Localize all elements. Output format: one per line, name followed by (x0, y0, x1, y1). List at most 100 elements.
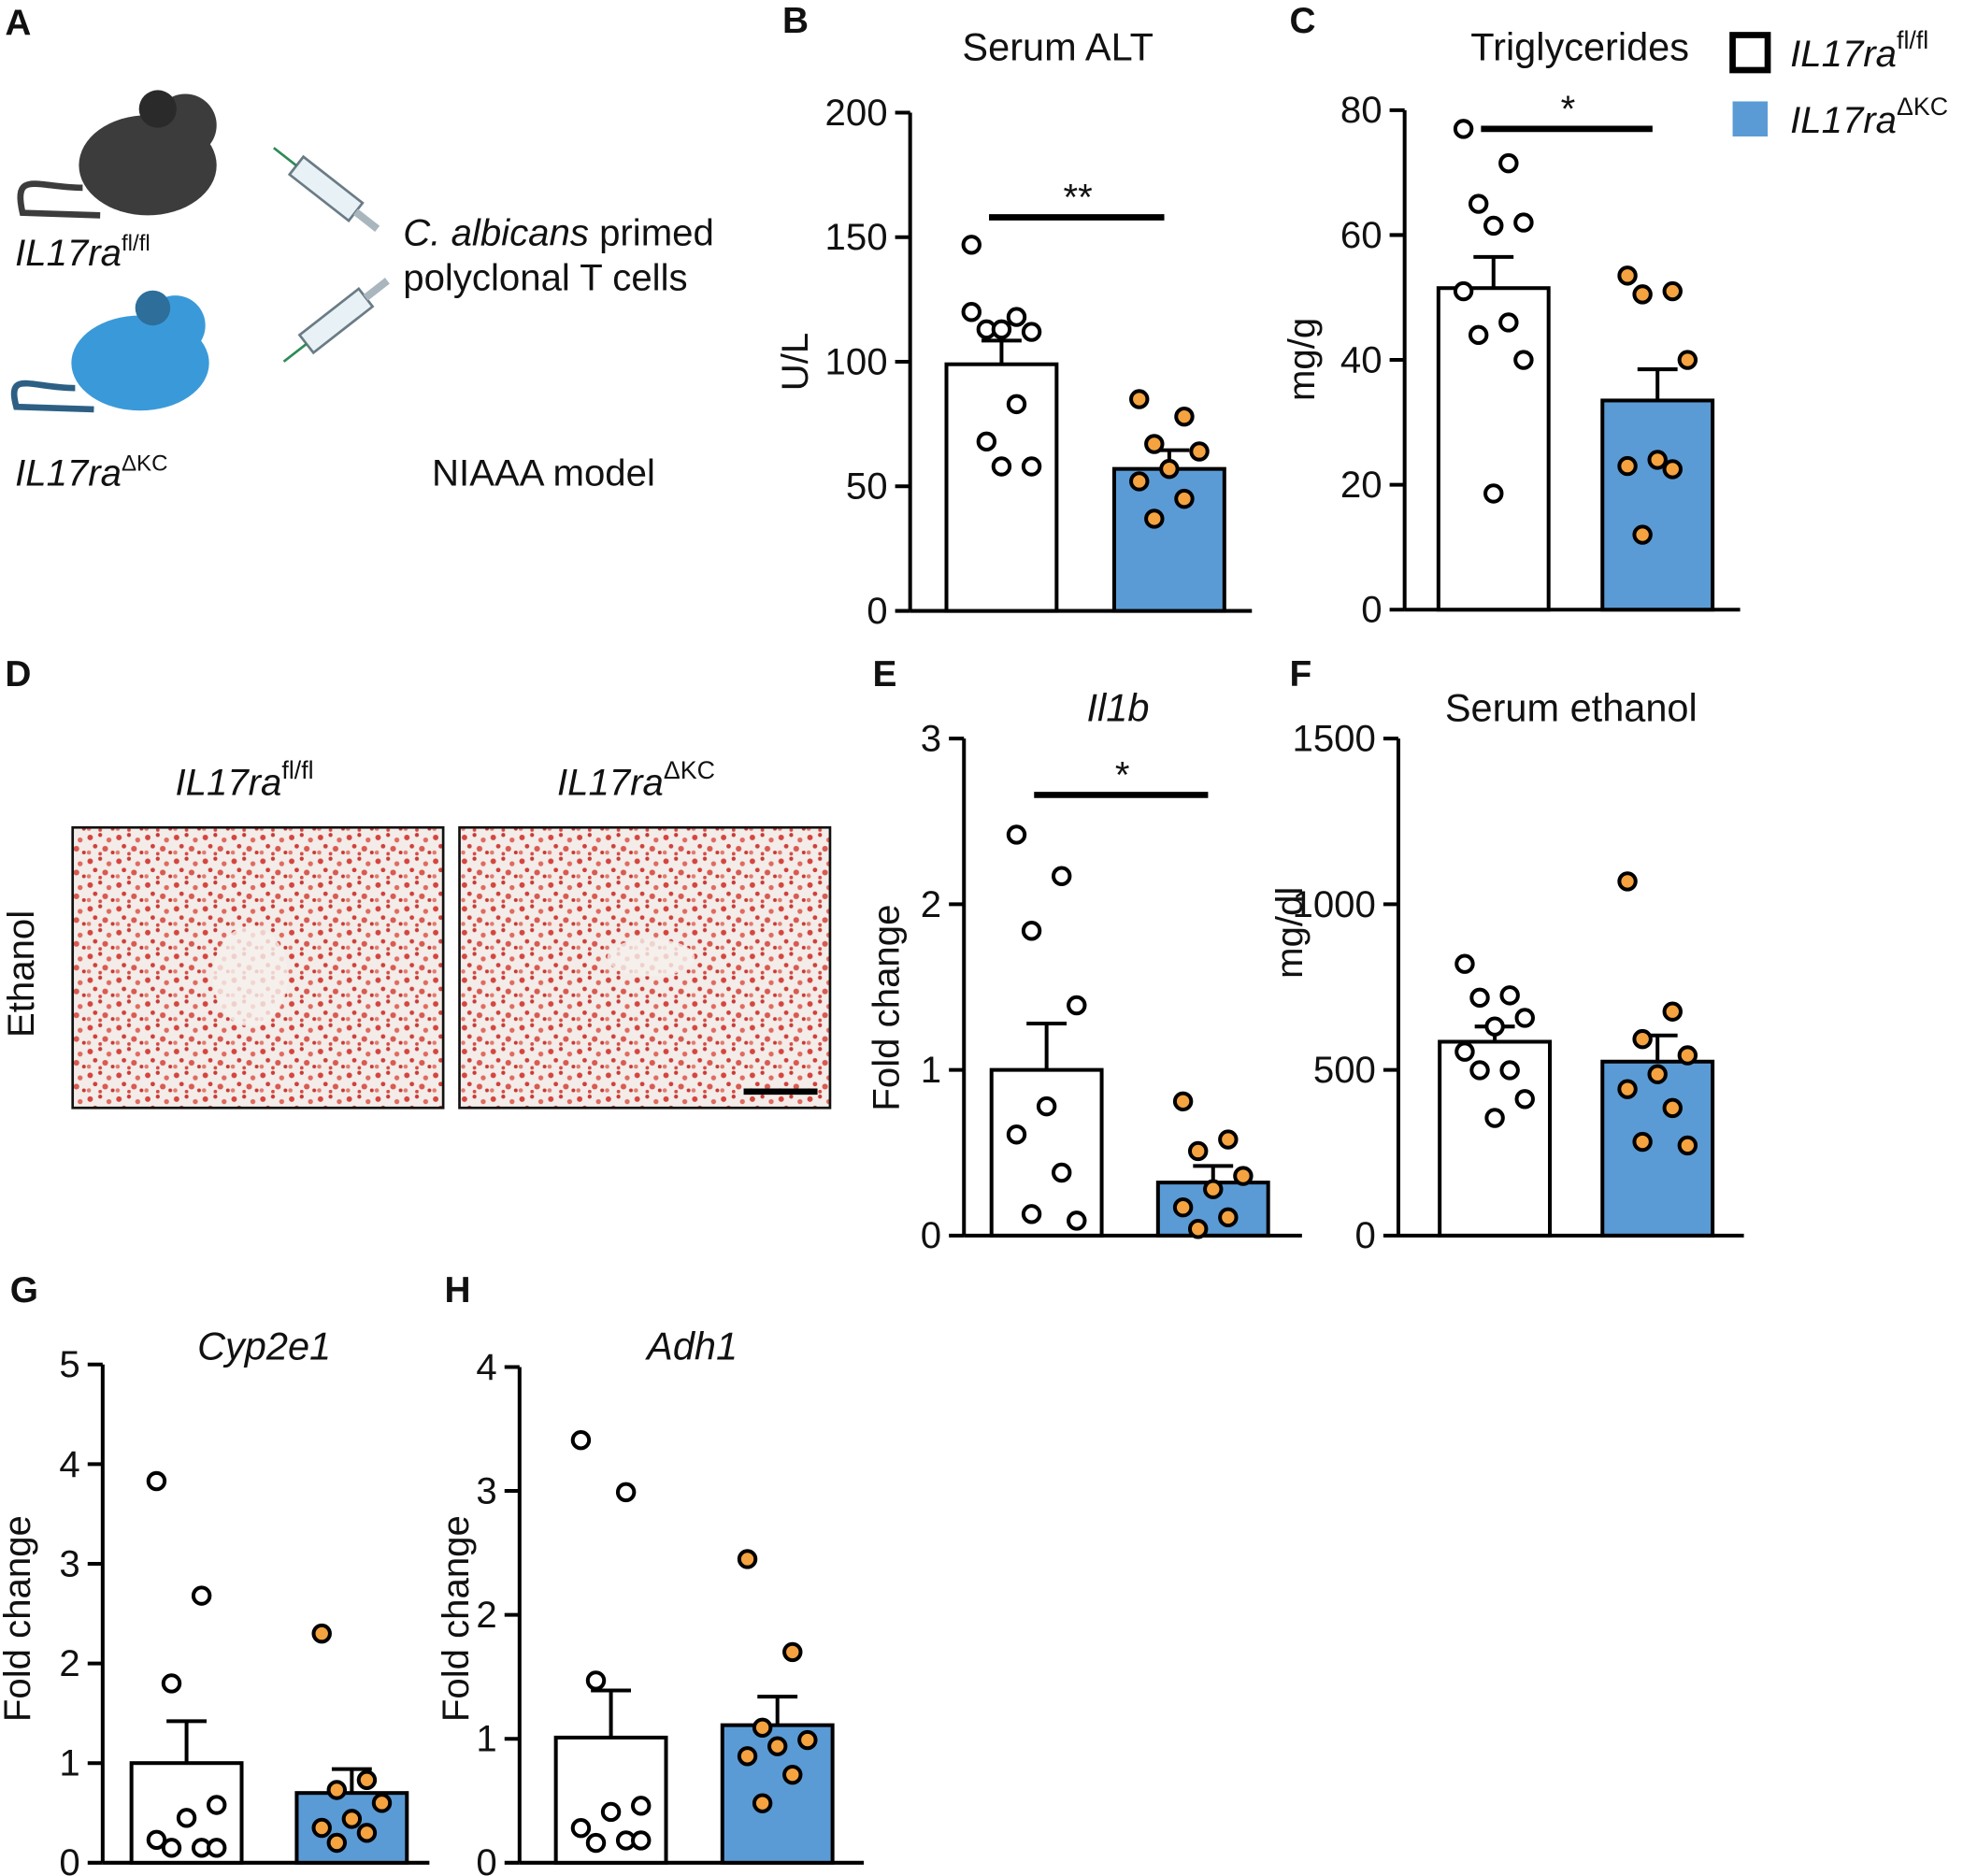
y-tick-label: 40 (1340, 338, 1383, 380)
chart-title: Triglycerides (1470, 24, 1689, 68)
data-point (1498, 312, 1519, 333)
y-tick-label: 3 (59, 1542, 79, 1584)
data-point (1218, 1129, 1239, 1150)
data-point (991, 456, 1012, 477)
data-point (1677, 350, 1698, 370)
data-point (1469, 1060, 1490, 1081)
data-point (146, 1829, 167, 1850)
column-label: IL17raΔKC (557, 756, 715, 803)
y-tick-label: 0 (59, 1841, 79, 1876)
data-point (631, 1796, 652, 1816)
data-point (1036, 1096, 1057, 1117)
panel-letter: C (1289, 1, 1315, 41)
data-point (1632, 1028, 1653, 1050)
data-point (176, 1808, 197, 1828)
data-point (1006, 1124, 1027, 1145)
data-point (1514, 1008, 1535, 1028)
panel-letter: G (10, 1270, 38, 1310)
column-label: IL17rafl/fl (176, 756, 314, 803)
data-point (1483, 215, 1504, 236)
chart-title: Serum ethanol (1445, 685, 1698, 729)
y-tick-label: 2 (59, 1642, 79, 1684)
bar (944, 362, 1059, 613)
data-point (1006, 307, 1027, 327)
data-point (600, 1801, 622, 1823)
data-point (1662, 1097, 1683, 1119)
legend-sup: ΔKC (1897, 93, 1948, 121)
data-point (1617, 455, 1638, 477)
data-point (1454, 953, 1475, 974)
bar (1600, 398, 1715, 612)
y-tick-label: 0 (1355, 1214, 1376, 1256)
legend-name: IL17ra (1790, 33, 1897, 75)
data-point (1189, 441, 1210, 462)
chart-title: Serum ALT (962, 24, 1153, 68)
histology-detail (212, 926, 289, 1027)
data-point (1172, 1196, 1194, 1218)
data-point (1677, 1045, 1698, 1066)
data-point (797, 1729, 818, 1751)
data-point (1021, 921, 1042, 941)
data-point (326, 1780, 348, 1800)
data-point (341, 1809, 363, 1829)
data-point (1051, 866, 1072, 886)
data-point (1218, 1207, 1239, 1228)
data-point (1617, 1079, 1638, 1099)
data-point (1187, 1219, 1209, 1239)
data-point (976, 431, 997, 452)
significance-label: * (1115, 753, 1130, 795)
y-axis-label: Fold change (0, 1515, 38, 1722)
data-point (570, 1817, 592, 1839)
bar (1438, 1039, 1553, 1238)
chart-title: Adh1 (644, 1324, 738, 1368)
y-tick-label: 1500 (1293, 718, 1376, 760)
data-point (585, 1832, 607, 1854)
data-point (1453, 119, 1474, 139)
y-tick-label: 1 (921, 1049, 941, 1091)
chart-title: Il1b (1087, 685, 1150, 729)
data-point (1662, 1001, 1683, 1022)
data-point (326, 1832, 348, 1854)
data-point (752, 1717, 773, 1738)
data-point (311, 1623, 332, 1644)
significance-label: ** (1063, 176, 1092, 218)
y-tick-label: 1 (59, 1742, 79, 1784)
data-point (1662, 280, 1683, 302)
data-point (356, 1769, 378, 1791)
data-point (1129, 389, 1150, 409)
data-point (1498, 152, 1519, 174)
model-label: NIAAA model (432, 452, 655, 494)
y-tick-label: 2 (476, 1594, 496, 1636)
panel-letter: E (872, 654, 896, 695)
data-point (207, 1838, 227, 1858)
y-tick-label: 5 (59, 1343, 79, 1385)
y-tick-label: 0 (1361, 589, 1382, 631)
data-point (1484, 1108, 1505, 1128)
data-point (1677, 1135, 1698, 1156)
data-point (1203, 1179, 1224, 1199)
data-point (1006, 824, 1027, 845)
data-point (1468, 324, 1489, 346)
data-point (737, 1549, 758, 1569)
data-point (991, 319, 1012, 340)
data-point (1067, 995, 1087, 1016)
data-point (1174, 488, 1195, 509)
data-point (1051, 1162, 1072, 1183)
y-tick-label: 4 (59, 1443, 79, 1485)
data-point (1129, 471, 1150, 492)
y-axis-label: mg/g (1281, 318, 1323, 401)
data-point (1144, 508, 1165, 529)
data-point (1647, 450, 1668, 470)
data-point (1468, 193, 1489, 214)
y-tick-label: 3 (476, 1469, 496, 1511)
syringe-icon (282, 278, 390, 363)
data-point (146, 1470, 167, 1492)
y-tick-label: 0 (867, 590, 887, 632)
data-point (737, 1746, 758, 1767)
data-point (1514, 1089, 1535, 1110)
treatment-label: polyclonal T cells (403, 257, 687, 299)
chart-title: Cyp2e1 (197, 1324, 331, 1368)
data-point (311, 1817, 332, 1839)
y-axis-label: U/L (774, 333, 816, 391)
data-point (1499, 985, 1520, 1006)
